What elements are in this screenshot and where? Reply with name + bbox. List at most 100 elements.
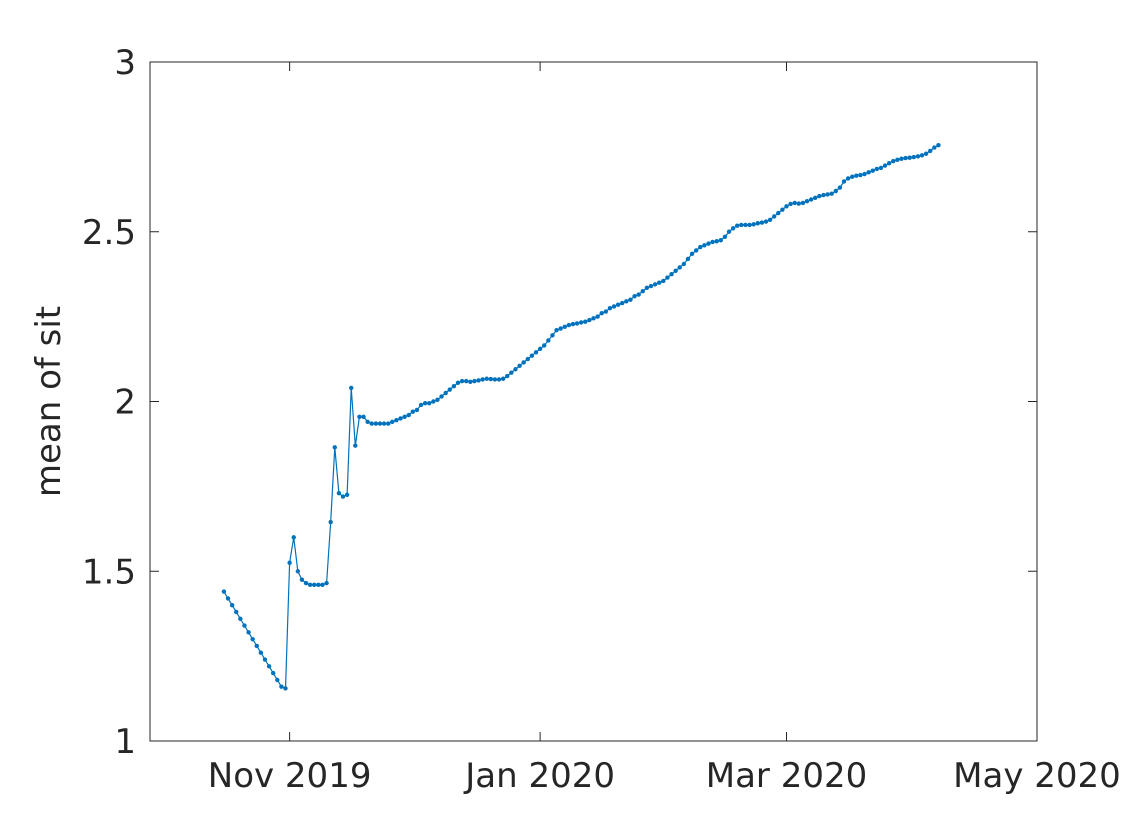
data-point [238, 616, 243, 621]
data-point [661, 278, 666, 284]
data-point [464, 378, 469, 384]
data-point [287, 560, 292, 565]
data-point [221, 589, 227, 594]
data-point [882, 163, 888, 168]
data-point [747, 222, 752, 228]
data-point [562, 324, 567, 330]
data-point [529, 353, 535, 358]
y-tick-label: 3 [114, 43, 136, 83]
data-point [866, 170, 871, 175]
data-point [234, 609, 239, 615]
x-tick-label: Mar 2020 [706, 756, 867, 796]
data-point [435, 397, 440, 402]
data-point [804, 199, 810, 204]
data-point [295, 569, 301, 574]
data-point [776, 210, 781, 216]
data-point [390, 419, 395, 425]
data-point [788, 201, 793, 207]
data-point [312, 582, 317, 588]
data-point [468, 379, 473, 385]
data-point [850, 174, 855, 179]
data-point [755, 221, 760, 226]
data-point [817, 193, 822, 199]
data-point [657, 280, 662, 285]
data-point [521, 360, 526, 365]
data-point [681, 261, 687, 267]
data-point [258, 650, 264, 655]
data-point [509, 370, 514, 375]
data-point [895, 157, 900, 162]
data-point [689, 251, 695, 257]
data-point [324, 580, 329, 586]
data-point [808, 197, 814, 202]
series-layer [221, 142, 941, 691]
data-point [361, 414, 366, 419]
data-point [496, 377, 502, 382]
x-tick-label: Jan 2020 [463, 756, 615, 796]
data-point [328, 519, 333, 525]
data-point [225, 596, 231, 601]
data-point [414, 407, 420, 413]
data-point [735, 223, 740, 228]
data-point [718, 238, 723, 243]
data-point [759, 220, 765, 225]
data-point [229, 603, 235, 608]
data-point [447, 387, 452, 392]
data-point [615, 302, 621, 307]
data-point [451, 384, 457, 389]
data-point [242, 623, 247, 628]
data-point [841, 179, 847, 184]
data-point [706, 241, 711, 246]
data-point [763, 219, 769, 224]
data-point [771, 214, 777, 219]
data-point [829, 191, 834, 196]
data-point [369, 421, 374, 426]
data-point [685, 256, 691, 262]
data-point [480, 377, 485, 382]
data-point [484, 376, 489, 381]
data-point [570, 321, 576, 327]
data-point [677, 265, 682, 270]
data-point [911, 154, 917, 160]
y-axis-label: mean of sit [29, 306, 69, 497]
data-point [542, 343, 547, 348]
data-point [402, 414, 407, 419]
data-point [578, 320, 584, 325]
data-point [513, 367, 518, 372]
data-point [722, 234, 728, 240]
data-point [800, 200, 806, 206]
data-point [739, 222, 744, 228]
data-point [784, 204, 789, 209]
data-point [726, 229, 732, 234]
data-point [673, 268, 678, 273]
x-tick-label: Nov 2019 [208, 756, 372, 796]
data-point [303, 580, 309, 586]
data-point [525, 356, 530, 362]
data-point [870, 168, 875, 173]
data-point [431, 399, 436, 404]
data-point [357, 414, 362, 419]
data-point [821, 192, 826, 198]
data-point [246, 630, 251, 635]
data-point [410, 409, 416, 414]
data-point [546, 338, 551, 343]
data-point [919, 153, 925, 158]
data-point [517, 363, 522, 369]
data-point [932, 145, 937, 150]
data-point [566, 322, 572, 328]
data-point [751, 222, 756, 227]
data-point [628, 297, 633, 302]
data-point [595, 314, 600, 319]
data-point [825, 192, 830, 197]
data-point [340, 494, 346, 499]
data-point [385, 421, 391, 426]
data-point [422, 401, 428, 406]
data-point [254, 643, 259, 649]
data-point [767, 217, 773, 223]
data-point [472, 378, 477, 384]
data-point [891, 158, 896, 164]
data-point [743, 222, 748, 228]
data-point [353, 443, 358, 448]
data-point [640, 288, 645, 294]
data-point [780, 207, 785, 212]
